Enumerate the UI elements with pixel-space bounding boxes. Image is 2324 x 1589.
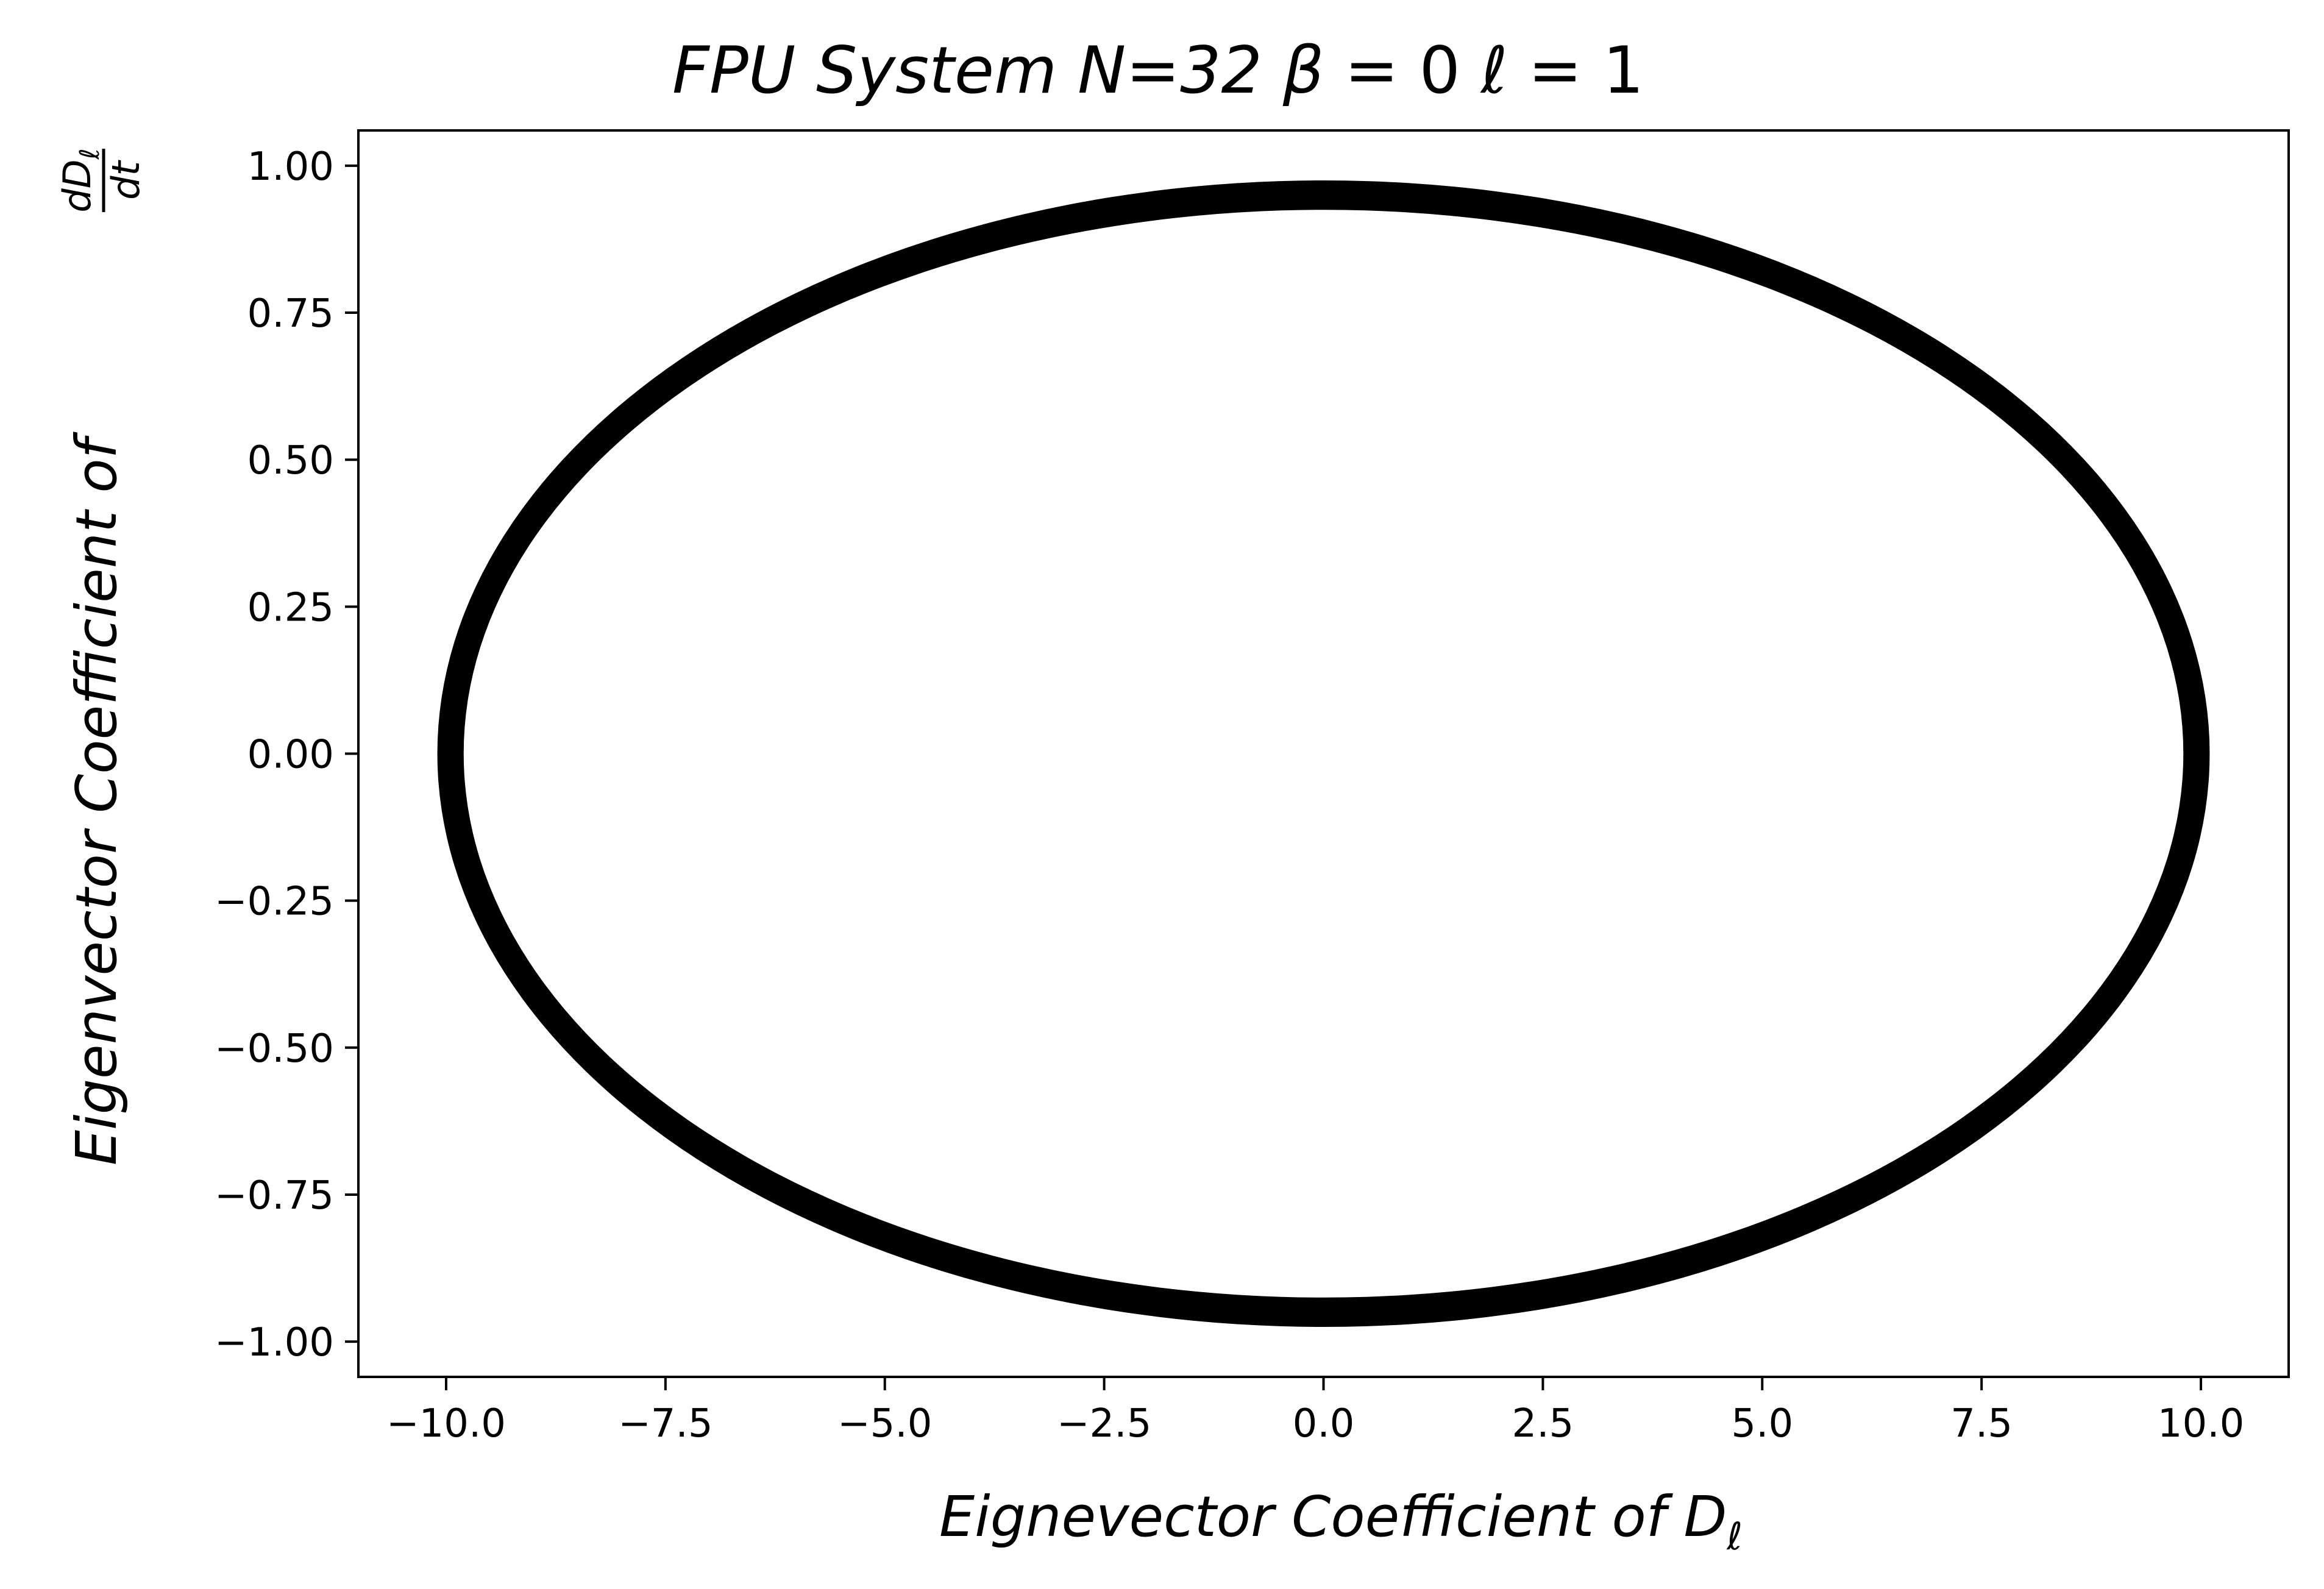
x-tick-label: 10.0 — [2158, 1401, 2245, 1446]
title-ell-value: = 1 — [1507, 33, 1644, 108]
x-axis-label-subscript: ℓ — [1726, 1514, 1743, 1559]
x-tick-label: 0.0 — [1293, 1401, 1355, 1446]
y-tick-label: −0.50 — [215, 1026, 334, 1072]
y-axis-label-main: Eigenvector Coefficient of — [64, 432, 129, 1165]
title-ell-symbol: ℓ — [1480, 33, 1508, 108]
title-main: FPU System N=32 — [672, 33, 1283, 108]
y-axis-label-fraction-denominator: dt — [104, 159, 148, 199]
x-tick-label: 2.5 — [1512, 1401, 1574, 1446]
y-tick-label: 0.75 — [247, 291, 335, 336]
y-tick-label: −1.00 — [215, 1320, 334, 1365]
title-beta-symbol: β — [1282, 33, 1324, 108]
x-axis-ticks: −10.0 −7.5 −5.0 −2.5 0.0 2.5 5.0 7.5 10.0 — [386, 1377, 2244, 1446]
y-tick-label: −0.75 — [215, 1173, 334, 1218]
chart-title: FPU System N=32 β = 0 ℓ = 1 — [672, 33, 1644, 108]
x-tick-label: −2.5 — [1057, 1401, 1151, 1446]
y-tick-label: −0.25 — [215, 880, 334, 925]
y-tick-label: 0.25 — [247, 585, 335, 630]
y-tick-label: 0.50 — [247, 438, 335, 483]
x-tick-label: −5.0 — [837, 1401, 932, 1446]
y-axis-label-fraction-num-main: dD — [55, 160, 99, 213]
x-axis-label-main: Eignevector Coefficient of D — [939, 1484, 1727, 1549]
x-axis-label: Eignevector Coefficient of Dℓ — [939, 1484, 1743, 1559]
title-beta-value: = 0 — [1324, 33, 1480, 108]
x-tick-label: 5.0 — [1731, 1401, 1793, 1446]
y-axis-ticks: 1.00 0.75 0.50 0.25 0.00 −0.25 −0.50 −0.75 −1.00 — [215, 144, 358, 1365]
y-axis-label-fraction-num-sub: ℓ — [74, 148, 105, 160]
x-tick-label: −10.0 — [386, 1401, 506, 1446]
y-axis-label-fraction-numerator: dDℓ — [55, 148, 105, 212]
y-axis-label-fraction: dDℓ dt — [55, 148, 148, 212]
y-tick-label: 1.00 — [247, 144, 335, 190]
y-axis-label: Eigenvector Coefficient of dDℓ dt — [55, 148, 148, 1165]
y-tick-label: 0.00 — [247, 733, 335, 778]
x-tick-label: 7.5 — [1950, 1401, 2013, 1446]
x-tick-label: −7.5 — [618, 1401, 712, 1446]
